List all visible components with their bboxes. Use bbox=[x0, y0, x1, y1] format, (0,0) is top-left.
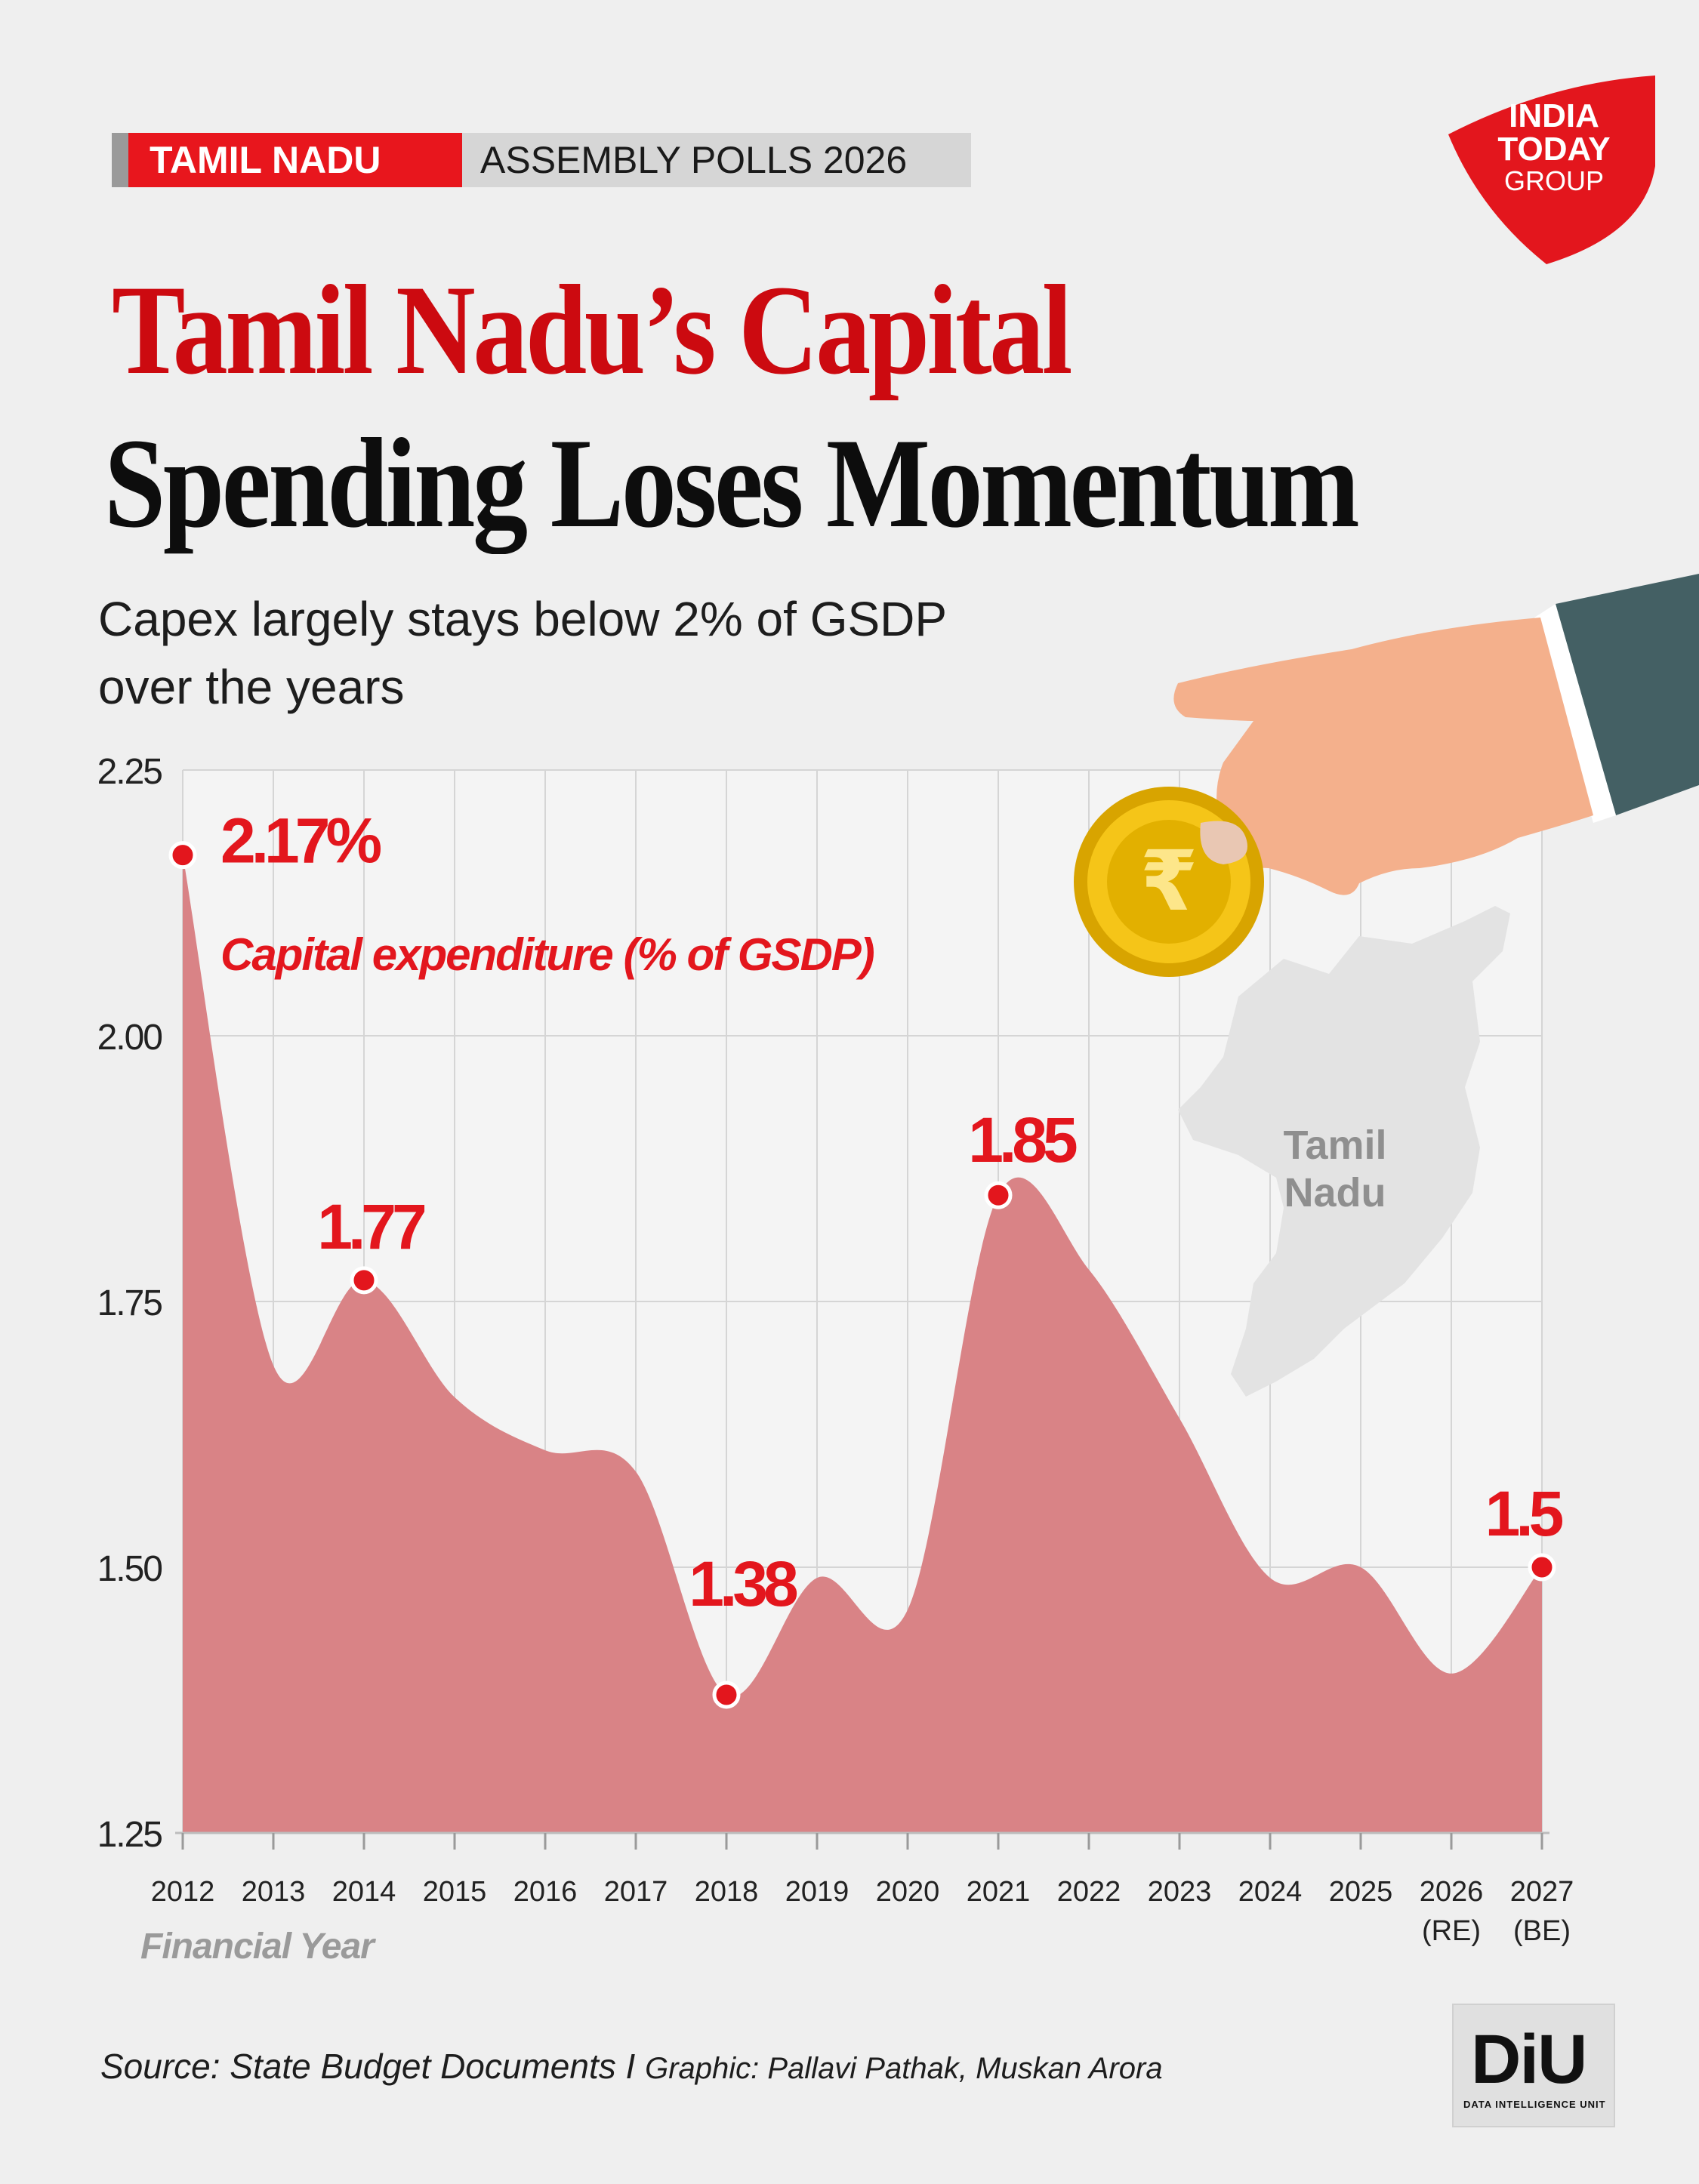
x-tick-note: (BE) bbox=[1513, 1915, 1571, 1947]
y-tick-label: 1.50 bbox=[97, 1549, 162, 1589]
source-line: Source: State Budget Documents I Graphic… bbox=[100, 2046, 1163, 2087]
x-tick-label: 2017 bbox=[604, 1876, 668, 1908]
sleeve bbox=[1556, 574, 1699, 815]
map-label-line2: Nadu bbox=[1284, 1170, 1386, 1215]
y-tick-label: 2.25 bbox=[97, 752, 162, 792]
hand-with-coin-illustration: ₹ bbox=[1074, 574, 1699, 977]
x-axis-title: Financial Year bbox=[140, 1927, 376, 1967]
x-tick-label: 2025 bbox=[1329, 1876, 1393, 1908]
x-tick-label: 2019 bbox=[785, 1876, 850, 1908]
x-tick-note: (RE) bbox=[1422, 1915, 1481, 1947]
tamil-nadu-map bbox=[1178, 906, 1510, 1397]
tag-event: ASSEMBLY POLLS 2026 bbox=[480, 139, 908, 181]
x-tick-label: 2016 bbox=[513, 1876, 578, 1908]
data-point-marker bbox=[168, 841, 197, 870]
data-point-marker bbox=[984, 1181, 1013, 1209]
thumb bbox=[1200, 821, 1247, 864]
logo-line1: INDIA bbox=[1509, 97, 1599, 134]
x-tick-label: 2024 bbox=[1238, 1876, 1303, 1908]
india-today-logo: INDIA TODAY GROUP bbox=[1448, 75, 1655, 264]
map-label-line1: Tamil bbox=[1283, 1123, 1386, 1168]
diu-badge bbox=[1452, 2004, 1615, 2127]
rupee-coin: ₹ bbox=[1074, 787, 1264, 977]
x-tick-label: 2026 bbox=[1420, 1876, 1484, 1908]
data-label: 1.77 bbox=[317, 1191, 425, 1262]
y-tick-label: 2.00 bbox=[97, 1018, 162, 1058]
series-label: Capital expenditure (% of GSDP) bbox=[220, 929, 874, 980]
capex-area bbox=[183, 855, 1542, 1833]
x-tick-label: 2022 bbox=[1057, 1876, 1121, 1908]
data-label: 1.5 bbox=[1485, 1478, 1563, 1549]
x-tick-label: 2012 bbox=[151, 1876, 215, 1908]
title-line2: Spending Loses Momentum bbox=[104, 412, 1360, 554]
x-tick-label: 2023 bbox=[1148, 1876, 1212, 1908]
x-tick-label: 2014 bbox=[332, 1876, 396, 1908]
x-tick-label: 2018 bbox=[695, 1876, 759, 1908]
data-point-marker bbox=[712, 1680, 741, 1709]
y-tick-label: 1.75 bbox=[97, 1283, 162, 1323]
data-label: 1.38 bbox=[689, 1548, 797, 1619]
y-tick-label: 1.25 bbox=[97, 1815, 162, 1855]
data-point-marker bbox=[350, 1266, 378, 1295]
x-tick-label: 2021 bbox=[967, 1876, 1031, 1908]
x-tick-label: 2020 bbox=[876, 1876, 940, 1908]
x-tick-label: 2015 bbox=[423, 1876, 487, 1908]
diu-logo: DiU bbox=[1471, 2021, 1587, 2098]
subtitle: Capex largely stays below 2% of GSDP ove… bbox=[98, 592, 946, 714]
data-label: 2.17% bbox=[220, 806, 381, 876]
cuff bbox=[1534, 604, 1616, 823]
x-tick-label: 2013 bbox=[242, 1876, 306, 1908]
data-label: 1.85 bbox=[968, 1104, 1077, 1175]
rupee-icon: ₹ bbox=[1140, 833, 1198, 929]
source-text: Source: State Budget Documents I bbox=[100, 2047, 646, 2086]
tag-state: TAMIL NADU bbox=[128, 133, 462, 187]
title-line1: Tamil Nadu’s Capital bbox=[112, 259, 1072, 401]
tag-accent bbox=[112, 133, 128, 187]
diu-subtitle: DATA INTELLIGENCE UNIT bbox=[1463, 2099, 1606, 2110]
logo-line2: TODAY bbox=[1497, 131, 1610, 168]
data-point-marker bbox=[1528, 1553, 1556, 1582]
hand bbox=[1173, 618, 1593, 895]
x-tick-label: 2027 bbox=[1510, 1876, 1574, 1908]
logo-line3: GROUP bbox=[1504, 165, 1604, 196]
graphic-credit: Graphic: Pallavi Pathak, Muskan Arora bbox=[645, 2052, 1163, 2085]
